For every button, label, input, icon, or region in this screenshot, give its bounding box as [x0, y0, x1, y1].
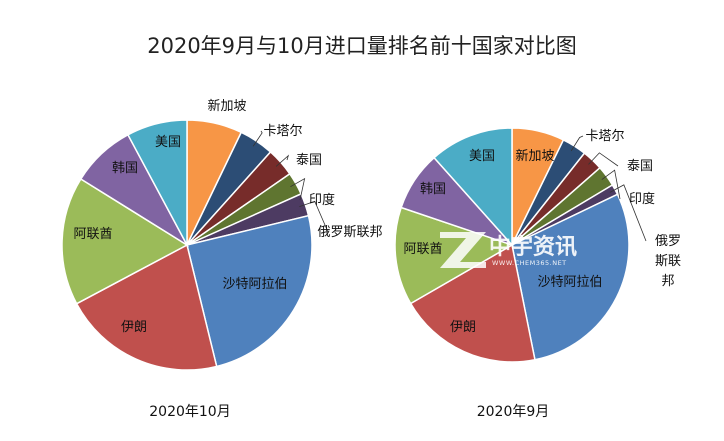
- leader-line: [601, 169, 621, 200]
- pie-slice-oct-4: [126, 119, 188, 246]
- pie-slice-oct-2: [61, 177, 189, 305]
- slice-label: 俄罗斯联邦: [317, 225, 382, 240]
- watermark: 中宇资讯 WWW.CHEM365.NET: [440, 232, 577, 268]
- leader-line: [570, 135, 584, 152]
- watermark-logo-text: 中宇资讯: [489, 235, 577, 260]
- pie-slice-sep-4: [433, 127, 513, 247]
- leader-line: [275, 154, 290, 167]
- slice-label: 沙特阿拉伯: [537, 275, 602, 290]
- leader-line: [588, 152, 619, 167]
- leader-line: [290, 177, 306, 201]
- pie-caption: 2020年9月: [477, 404, 550, 420]
- slice-label: 伊朗: [450, 320, 476, 335]
- slice-label: 新加坡: [207, 98, 246, 114]
- pie-caption: 2020年10月: [149, 404, 230, 420]
- slice-label: 阿联酋: [73, 226, 112, 242]
- pie-slice-sep-0: [511, 193, 630, 361]
- slice-label: 美国: [469, 149, 495, 164]
- slice-label: 印度: [309, 192, 335, 208]
- leader-line: [252, 130, 263, 147]
- pie-slice-oct-1: [75, 243, 218, 371]
- pie-slice-oct-0: [186, 214, 313, 368]
- slice-label: 泰国: [296, 153, 322, 168]
- watermark-url: WWW.CHEM365.NET: [492, 259, 567, 267]
- slice-label: 沙特阿拉伯: [222, 277, 287, 292]
- leader-line: [299, 200, 329, 233]
- slice-label: 泰国: [627, 159, 653, 174]
- slice-label: 卡塔尔: [585, 129, 624, 144]
- slice-label: 伊朗: [121, 320, 147, 335]
- slice-label: 韩国: [420, 182, 446, 197]
- slice-label: 印度: [629, 191, 655, 207]
- chart-title: 2020年9月与10月进口量排名前十国家对比图: [147, 34, 577, 58]
- slice-label: 俄罗斯联邦: [655, 234, 681, 289]
- slice-label: 美国: [155, 135, 181, 150]
- slice-label: 阿联酋: [403, 241, 442, 257]
- slice-label: 韩国: [112, 161, 138, 176]
- leader-line: [609, 184, 647, 242]
- slice-label: 新加坡: [515, 148, 554, 164]
- slice-label: 卡塔尔: [263, 124, 302, 139]
- pie-slice-sep-1: [409, 243, 536, 363]
- watermark-logo-icon: [440, 232, 486, 268]
